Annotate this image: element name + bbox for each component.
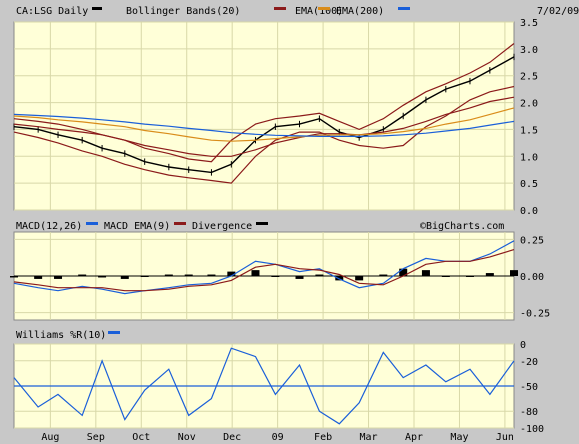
x-tick-label: Oct	[132, 432, 150, 443]
bollinger-bands-20-lower-line	[13, 85, 515, 184]
price-yaxis: 3.5 3.0 2.5 2.0 1.5 1.0 0.5 0.0	[520, 18, 538, 217]
divergence-bar	[399, 268, 408, 276]
price-line	[13, 56, 515, 174]
legend-divergence-swatch	[256, 222, 268, 225]
legend-signal-label: MACD EMA(9)	[104, 221, 170, 232]
price-ytick-label: 2.5	[520, 72, 538, 83]
legend-macd-label: MACD(12,26)	[16, 221, 82, 232]
williams-ytick-label: -20	[520, 357, 538, 368]
macd-ema-9-line	[13, 249, 515, 292]
legend-macd-swatch	[86, 222, 98, 225]
price-ytick-label: 1.0	[520, 152, 538, 163]
legend-divergence-label: Divergence	[192, 221, 252, 232]
watermark: ©BigCharts.com	[420, 221, 504, 232]
price-grid	[14, 21, 514, 211]
divergence-bar	[98, 276, 107, 278]
legend-signal-swatch	[174, 222, 186, 225]
divergence-bar	[295, 276, 304, 279]
williams-yaxis: 0 -20 -50 -80 -100	[520, 340, 544, 435]
x-tick-label: Apr	[405, 432, 423, 443]
macd-ytick-label: -0.25	[520, 309, 550, 320]
x-tick-label: Nov	[178, 432, 196, 443]
legend-bollinger-label: Bollinger Bands(20)	[126, 6, 240, 17]
divergence-bar	[54, 276, 63, 279]
macd-panel: MACD(12,26) MACD EMA(9) Divergence ©BigC…	[10, 221, 550, 321]
williams-panel: Williams %R(10) 0 -20 -50 -80 -100	[13, 330, 544, 435]
price-ytick-label: 2.0	[520, 99, 538, 110]
williams-ytick-label: -100	[520, 424, 544, 435]
divergence-bar	[184, 274, 193, 276]
legend-williams-swatch	[108, 331, 120, 334]
legend-ema200-label: EMA(200)	[336, 6, 384, 17]
x-tick-label: Aug	[41, 432, 59, 443]
divergence-bar	[34, 276, 43, 279]
price-plot-area	[13, 21, 515, 211]
legend-ema100-swatch	[318, 7, 330, 10]
x-tick-label: Sep	[87, 432, 105, 443]
divergence-bar	[315, 274, 324, 276]
divergence-bar	[120, 276, 129, 279]
price-panel: CA:LSG Daily Bollinger Bands(20) EMA(100…	[13, 6, 579, 217]
ticker-label: CA:LSG Daily	[16, 6, 88, 17]
legend-williams-label: Williams %R(10)	[16, 330, 106, 341]
legend-bollinger-swatch	[274, 7, 286, 10]
price-ytick-label: 3.0	[520, 45, 538, 56]
x-tick-label: Mar	[360, 432, 378, 443]
divergence-bar	[335, 276, 344, 281]
williams-r-10-line	[13, 347, 515, 425]
divergence-bar	[510, 270, 518, 276]
divergence-bar	[421, 270, 430, 276]
price-ytick-label: 0.0	[520, 206, 538, 217]
legend-ema200-swatch	[398, 7, 410, 10]
price-ytick-label: 3.5	[520, 18, 538, 29]
macd-ytick-label: 0.00	[520, 272, 544, 283]
divergence-bar	[227, 271, 236, 276]
divergence-bar	[355, 276, 364, 281]
divergence-bar	[78, 274, 87, 276]
legend-ema100-label: EMA(100)	[295, 6, 343, 17]
price-ytick-label: 1.5	[520, 125, 538, 136]
ema-100-line	[13, 96, 515, 157]
x-tick-label: 09	[272, 432, 284, 443]
x-tick-label: Dec	[223, 432, 241, 443]
divergence-bar	[207, 274, 216, 276]
divergence-bar	[164, 274, 173, 276]
divergence-bar	[485, 273, 494, 276]
williams-series	[13, 347, 515, 425]
macd-series	[10, 240, 518, 295]
date-label: 7/02/09	[537, 6, 579, 17]
macd-yaxis: 0.25 0.00 -0.25	[520, 235, 550, 319]
divergence-bar	[10, 276, 18, 278]
unlabeled-line	[13, 113, 515, 137]
ema-200-line	[13, 107, 515, 142]
price-series	[13, 43, 515, 184]
williams-ytick-label: 0	[520, 340, 526, 351]
divergence-bar	[379, 274, 388, 276]
x-tick-label: Jun	[496, 432, 514, 443]
price-ytick-label: 0.5	[520, 179, 538, 190]
ticker-legend-swatch	[92, 7, 102, 10]
williams-ytick-label: -50	[520, 382, 538, 393]
macd-ytick-label: 0.25	[520, 235, 544, 246]
x-tick-label: Feb	[314, 432, 332, 443]
x-axis: Aug Sep Oct Nov Dec 09 Feb Mar Apr May Jun	[41, 432, 514, 443]
x-tick-label: May	[450, 432, 468, 443]
macd-12-26-line	[13, 240, 515, 295]
williams-ytick-label: -80	[520, 407, 538, 418]
divergence-bar	[251, 270, 260, 276]
